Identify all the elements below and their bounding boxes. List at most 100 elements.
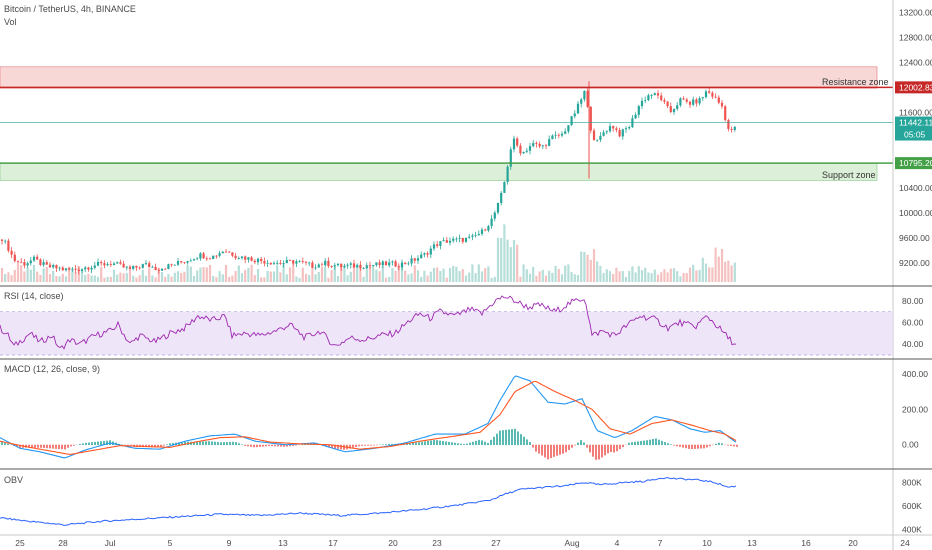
volume-bar	[183, 271, 186, 282]
macd-histogram-bar	[19, 444, 21, 448]
price-tick-label: 13200.00	[899, 7, 932, 17]
macd-histogram-bar	[706, 444, 708, 448]
candle-body	[426, 253, 429, 255]
volume-bar	[720, 248, 724, 282]
candle-body	[532, 143, 535, 147]
candle-body	[144, 263, 148, 265]
candle-body	[458, 237, 461, 239]
volume-bar	[333, 266, 336, 282]
volume-bar	[64, 276, 68, 282]
time-tick-label: 7	[658, 538, 663, 548]
macd-histogram-bar	[709, 444, 711, 447]
volume-bar	[644, 267, 647, 282]
volume-bar	[381, 265, 384, 282]
volume-bar	[397, 265, 400, 282]
candle-body	[74, 268, 77, 270]
candle-body	[557, 134, 560, 136]
volume-bar	[295, 276, 298, 282]
candle-body	[292, 260, 295, 264]
macd-axis[interactable]: 400.00 200.00 0.00	[902, 369, 928, 450]
volume-bar	[154, 277, 157, 282]
macd-histogram-bar	[67, 444, 69, 448]
volume-bar	[237, 265, 240, 282]
candle-body	[224, 251, 228, 253]
volume-bar	[164, 276, 167, 282]
candle-body	[711, 92, 714, 97]
macd-histogram-bar	[547, 444, 549, 460]
candle-body	[455, 238, 458, 240]
volume-bar	[250, 264, 253, 282]
volume-bar	[221, 274, 224, 282]
candle-body	[221, 251, 224, 254]
volume-bar	[112, 269, 116, 282]
volume-bar	[298, 277, 301, 282]
candle-body	[714, 96, 717, 98]
candle-body	[618, 129, 621, 137]
volume-bar	[608, 271, 612, 282]
macd-histogram-bar	[433, 440, 435, 446]
candle-body	[205, 258, 208, 260]
candle-body	[320, 264, 324, 266]
obv-axis[interactable]: 800K 600K 400K	[902, 477, 922, 534]
macd-histogram-bar	[127, 444, 129, 446]
candle-body	[231, 252, 234, 256]
candle-body	[708, 91, 711, 93]
candle-body	[330, 266, 333, 267]
candle-body	[576, 103, 580, 114]
volume-bar	[167, 274, 170, 282]
candle-body	[503, 181, 506, 193]
volume-bar	[455, 266, 458, 282]
support-price-tag: 10795.20	[895, 157, 932, 170]
macd-histogram-bar	[508, 429, 510, 446]
macd-histogram-bar	[511, 429, 513, 446]
macd-histogram-bar	[616, 444, 618, 452]
volume-bar	[493, 276, 496, 282]
volume-bar	[74, 272, 77, 282]
macd-histogram-bar	[64, 444, 66, 450]
macd-histogram-bar	[538, 444, 540, 454]
macd-histogram-bar	[703, 444, 705, 449]
rsi-axis[interactable]: 80.00 60.00 40.00	[902, 296, 924, 349]
candle-body	[605, 131, 608, 133]
volume-bar	[458, 271, 461, 282]
volume-bar	[320, 266, 324, 282]
candle-body	[36, 256, 39, 260]
candle-body	[324, 260, 327, 266]
macd-histogram-bar	[475, 440, 477, 446]
macd-histogram-bar	[151, 444, 153, 448]
macd-tick-label: 400.00	[902, 369, 928, 379]
candle-body	[596, 139, 599, 141]
volume-bar	[439, 270, 442, 282]
volume-bar	[68, 266, 71, 282]
volume-bar	[356, 267, 359, 282]
macd-histogram-bar	[733, 444, 735, 447]
volume-bar	[10, 275, 13, 282]
macd-histogram-bar	[352, 444, 354, 448]
volume-bar	[733, 262, 736, 282]
macd-histogram-bar	[340, 444, 342, 450]
volume-bar	[660, 272, 663, 282]
macd-histogram-bar	[157, 444, 159, 448]
obv-line	[0, 477, 737, 527]
macd-histogram-bar	[244, 444, 246, 446]
volume-bar	[272, 271, 276, 282]
macd-tick-label: 0.00	[902, 440, 919, 450]
candle-body	[586, 90, 589, 107]
candle-body	[544, 145, 548, 147]
time-axis[interactable]: 25 28 Jul 5 9 13 17 20 23 27 Aug 4 7 10 13 16 20 24	[15, 538, 910, 548]
time-tick-label: 4	[615, 538, 620, 548]
volume-bar	[276, 265, 279, 282]
volume-bar	[544, 275, 548, 282]
candle-body	[612, 126, 615, 129]
candle-body	[564, 131, 567, 134]
volume-bar	[365, 267, 368, 282]
macd-histogram-bar	[577, 442, 579, 446]
volume-bar	[698, 269, 701, 282]
candle-body	[685, 99, 688, 102]
candle-body	[490, 218, 493, 227]
volume-bar	[605, 269, 608, 282]
volume-bar	[516, 244, 519, 282]
candle-body	[608, 126, 612, 132]
volume-bar	[519, 276, 522, 282]
